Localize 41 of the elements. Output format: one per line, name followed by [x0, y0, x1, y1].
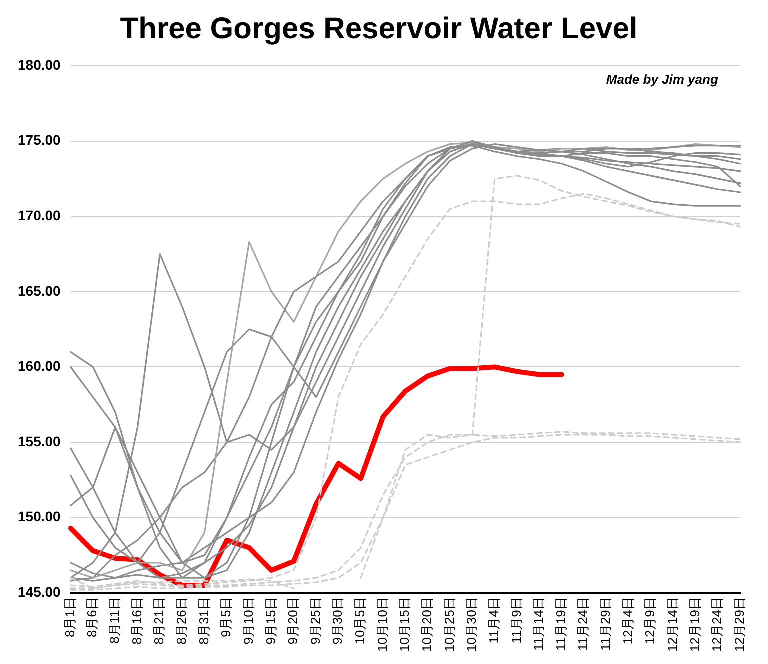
x-tick-label: 11月9日	[508, 597, 524, 644]
x-tick-label: 10月15日	[397, 597, 412, 652]
x-tick-label: 8月26日	[174, 597, 189, 645]
x-tick-label: 8月31日	[196, 597, 212, 645]
x-tick-label: 8月1日	[62, 597, 78, 638]
x-tick-label: 11月24日	[576, 597, 591, 652]
y-tick-label: 170.00	[18, 207, 62, 224]
x-tick-label: 11月19日	[553, 597, 568, 652]
y-tick-label: 180.00	[18, 56, 62, 73]
chart-title: Three Gorges Reservoir Water Level	[120, 12, 638, 46]
y-tick-label: 165.00	[18, 282, 62, 299]
y-tick-label: 155.00	[18, 433, 62, 450]
x-tick-label: 10月5日	[352, 597, 368, 645]
x-tick-label: 11月29日	[598, 597, 614, 652]
x-tick-label: 8月21日	[152, 597, 167, 645]
x-tick-label: 9月15日	[263, 597, 278, 645]
x-tick-label: 12月29日	[732, 597, 747, 652]
x-tick-label: 12月24日	[710, 597, 725, 652]
x-tick-label: 12月19日	[687, 597, 702, 652]
x-tick-label: 9月20日	[286, 597, 301, 645]
y-tick-label: 150.00	[18, 508, 62, 525]
x-tick-label: 12月4日	[620, 597, 636, 645]
y-tick-label: 175.00	[18, 132, 62, 148]
x-tick-label: 10月30日	[464, 597, 480, 652]
x-tick-label: 10月20日	[420, 597, 435, 652]
x-tick-label: 10月25日	[442, 597, 457, 652]
x-tick-label: 11月4日	[486, 597, 502, 644]
x-tick-label: 9月10日	[240, 597, 256, 645]
x-tick-label: 12月9日	[642, 597, 658, 645]
x-tick-label: 12月14日	[665, 597, 680, 652]
y-tick-label: 145.00	[18, 584, 62, 600]
x-tick-label: 9月25日	[308, 597, 323, 645]
x-tick-label: 10月10日	[374, 597, 390, 652]
x-tick-label: 8月6日	[84, 597, 100, 638]
x-tick-label: 9月5日	[218, 597, 234, 638]
annotation: Made by Jim yang	[606, 72, 718, 88]
x-tick-label: 8月11日	[107, 597, 122, 644]
x-tick-label: 11月14日	[531, 597, 546, 652]
y-tick-label: 160.00	[18, 358, 62, 374]
x-tick-label: 8月16日	[129, 597, 144, 645]
x-tick-label: 9月30日	[330, 597, 346, 645]
